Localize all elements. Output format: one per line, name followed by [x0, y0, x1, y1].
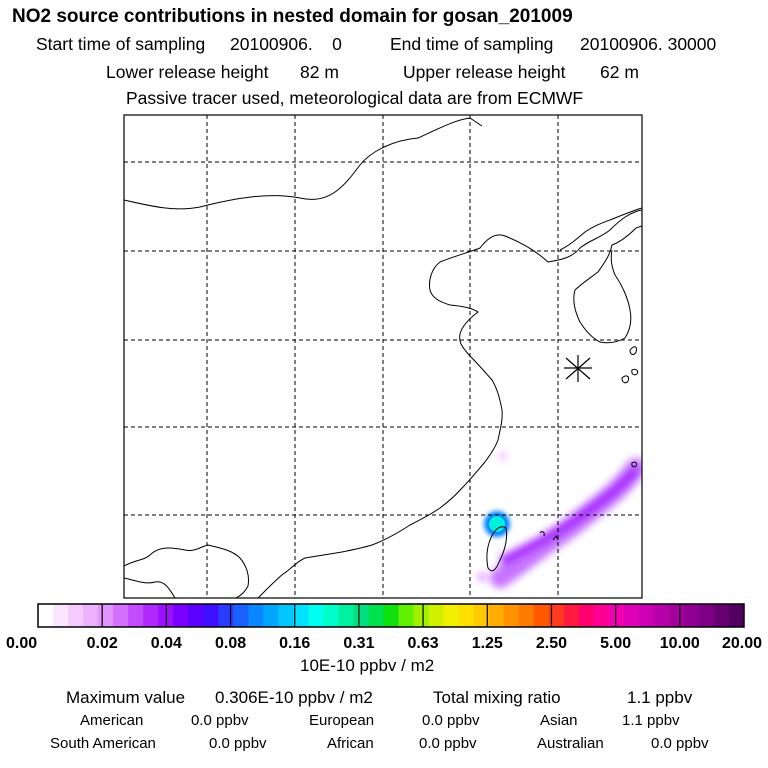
colorbar-cell — [533, 604, 550, 627]
data-source-note: Passive tracer used, meteorological data… — [126, 88, 584, 108]
colorbar-tick-label: 0.31 — [343, 635, 374, 652]
colorbar-tick-label: 0.63 — [408, 635, 439, 652]
colorbar-cell — [458, 604, 475, 627]
total-mixing-value: 1.1 ppbv — [627, 688, 693, 707]
no2-plume — [478, 452, 642, 588]
coastlines — [124, 117, 642, 598]
colorbar-tick-label: 0.00 — [6, 635, 37, 652]
colorbar-cell — [203, 604, 219, 627]
colorbar-cell — [563, 604, 580, 627]
colorbar-cell — [173, 604, 189, 627]
colorbar-tick-label: 0.04 — [151, 635, 182, 652]
colorbar-cell — [143, 604, 159, 627]
colorbar-tick-label: 2.50 — [536, 635, 567, 652]
colorbar-unit-label: 10E-10 ppbv / m2 — [300, 656, 435, 675]
european-label: European — [309, 712, 375, 729]
african-value: 0.0 ppbv — [419, 735, 477, 752]
colorbar-tick-label: 20.00 — [722, 635, 762, 652]
colorbar-cell — [383, 604, 400, 627]
colorbar-cell — [398, 604, 415, 627]
colorbar-cell — [188, 604, 204, 627]
total-mixing-label: Total mixing ratio — [433, 688, 561, 707]
african-label: African — [327, 735, 374, 752]
colorbar-cell — [83, 604, 99, 627]
colorbar-cell — [668, 604, 685, 627]
colorbar-cell — [623, 604, 640, 627]
lower-height-label: Lower release height — [106, 62, 269, 82]
south-american-label: South American — [50, 735, 156, 752]
station-hotspot — [484, 511, 510, 537]
asian-label: Asian — [540, 712, 578, 729]
colorbar-cell — [338, 604, 354, 627]
colorbar-cell — [263, 604, 279, 627]
colorbar-cell — [548, 604, 565, 627]
colorbar-cell — [428, 604, 445, 627]
colorbar-cell — [128, 604, 144, 627]
colorbar-cell — [368, 604, 384, 627]
colorbar-cell — [278, 604, 294, 627]
colorbar-cell — [443, 604, 460, 627]
colorbar-cell — [248, 604, 264, 627]
colorbar-tick-label: 0.08 — [215, 635, 246, 652]
colorbar-cell — [218, 604, 234, 627]
gosan-station-marker — [564, 355, 592, 382]
map-gridlines — [124, 115, 642, 598]
colorbar-tick-label: 1.25 — [472, 635, 503, 652]
american-label: American — [80, 712, 144, 729]
south-american-value: 0.0 ppbv — [209, 735, 267, 752]
colorbar-dividers — [101, 604, 681, 627]
colorbar-cell — [593, 604, 610, 627]
european-value: 0.0 ppbv — [422, 712, 480, 729]
australian-label: Australian — [537, 735, 604, 752]
max-value-label: Maximum value — [66, 688, 186, 707]
start-time-value: 20100906. 0 — [230, 34, 342, 54]
colorbar-cell — [638, 604, 655, 627]
colorbar-cell — [323, 604, 339, 627]
colorbar-cell — [713, 604, 730, 627]
colorbar-tick-labels: 0.00 0.02 0.04 0.08 0.16 0.31 0.63 1.25 2.50 5.00… — [6, 635, 762, 652]
colorbar-cell — [473, 604, 490, 627]
colorbar-cell — [68, 604, 84, 627]
max-value: 0.306E-10 ppbv / m2 — [215, 688, 373, 707]
colorbar-cell — [233, 604, 249, 627]
colorbar — [38, 604, 745, 627]
colorbar-cell — [38, 604, 54, 627]
colorbar-cell — [488, 604, 505, 627]
colorbar-tick-label: 5.00 — [600, 635, 631, 652]
colorbar-cell — [113, 604, 129, 627]
lower-height-value: 82 m — [300, 62, 339, 82]
colorbar-cell — [608, 604, 625, 627]
colorbar-cell — [698, 604, 715, 627]
upper-height-label: Upper release height — [403, 62, 566, 82]
start-time-label: Start time of sampling — [36, 34, 206, 54]
colorbar-cell — [293, 604, 309, 627]
colorbar-tick-label: 10.00 — [660, 635, 700, 652]
colorbar-cell — [308, 604, 324, 627]
asian-value: 1.1 ppbv — [622, 712, 680, 729]
colorbar-tick-label: 0.16 — [279, 635, 310, 652]
colorbar-cell — [683, 604, 700, 627]
upper-height-value: 62 m — [600, 62, 639, 82]
colorbar-tick-label: 0.02 — [87, 635, 118, 652]
american-value: 0.0 ppbv — [191, 712, 249, 729]
colorbar-cell — [413, 604, 430, 627]
colorbar-cell — [653, 604, 670, 627]
map-frame — [123, 114, 643, 599]
colorbar-cell — [518, 604, 535, 627]
end-time-value: 20100906. 30000 — [580, 34, 717, 54]
chart-title: NO2 source contributions in nested domai… — [12, 6, 573, 27]
colorbar-frame — [37, 603, 745, 628]
australian-value: 0.0 ppbv — [651, 735, 709, 752]
colorbar-cell — [728, 604, 745, 627]
colorbar-cell — [578, 604, 595, 627]
colorbar-cell — [53, 604, 69, 627]
colorbar-cell — [98, 604, 114, 627]
colorbar-cell — [353, 604, 369, 627]
colorbar-cell — [503, 604, 520, 627]
end-time-label: End time of sampling — [390, 34, 554, 54]
